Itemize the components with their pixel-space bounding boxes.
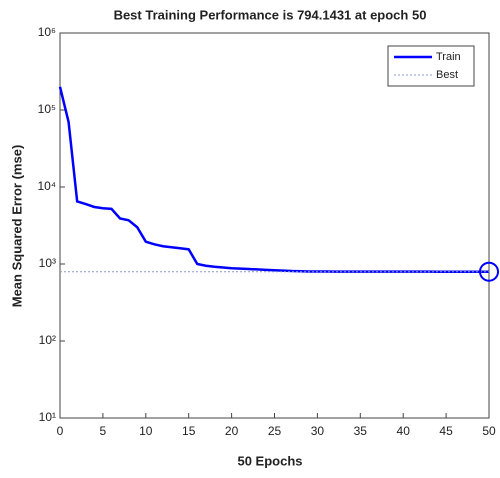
x-tick-label: 10 [139, 424, 153, 438]
best-marker [479, 261, 499, 282]
x-tick-label: 0 [57, 424, 64, 438]
y-tick-label: 10¹ [39, 410, 56, 424]
y-axis-label: Mean Squared Error (mse) [9, 145, 24, 308]
x-axis-label: 50 Epochs [237, 453, 302, 468]
y-tick-label: 10⁵ [38, 102, 56, 116]
legend-label: Best [436, 69, 458, 81]
x-tick-label: 15 [182, 424, 196, 438]
x-tick-label: 35 [354, 424, 368, 438]
x-tick-label: 25 [268, 424, 282, 438]
legend-label: Train [436, 51, 461, 63]
y-tick-label: 10³ [39, 256, 56, 270]
y-tick-label: 10⁴ [37, 179, 56, 193]
x-tick-label: 5 [100, 424, 107, 438]
x-tick-label: 30 [311, 424, 325, 438]
x-tick-label: 45 [439, 424, 453, 438]
y-tick-label: 10² [39, 333, 56, 347]
chart-title: Best Training Performance is 794.1431 at… [114, 7, 427, 22]
x-tick-label: 40 [397, 424, 411, 438]
legend-box [387, 45, 475, 87]
x-tick-label: 20 [225, 424, 239, 438]
y-tick-label: 10⁶ [38, 25, 56, 39]
x-tick-label: 50 [482, 424, 496, 438]
